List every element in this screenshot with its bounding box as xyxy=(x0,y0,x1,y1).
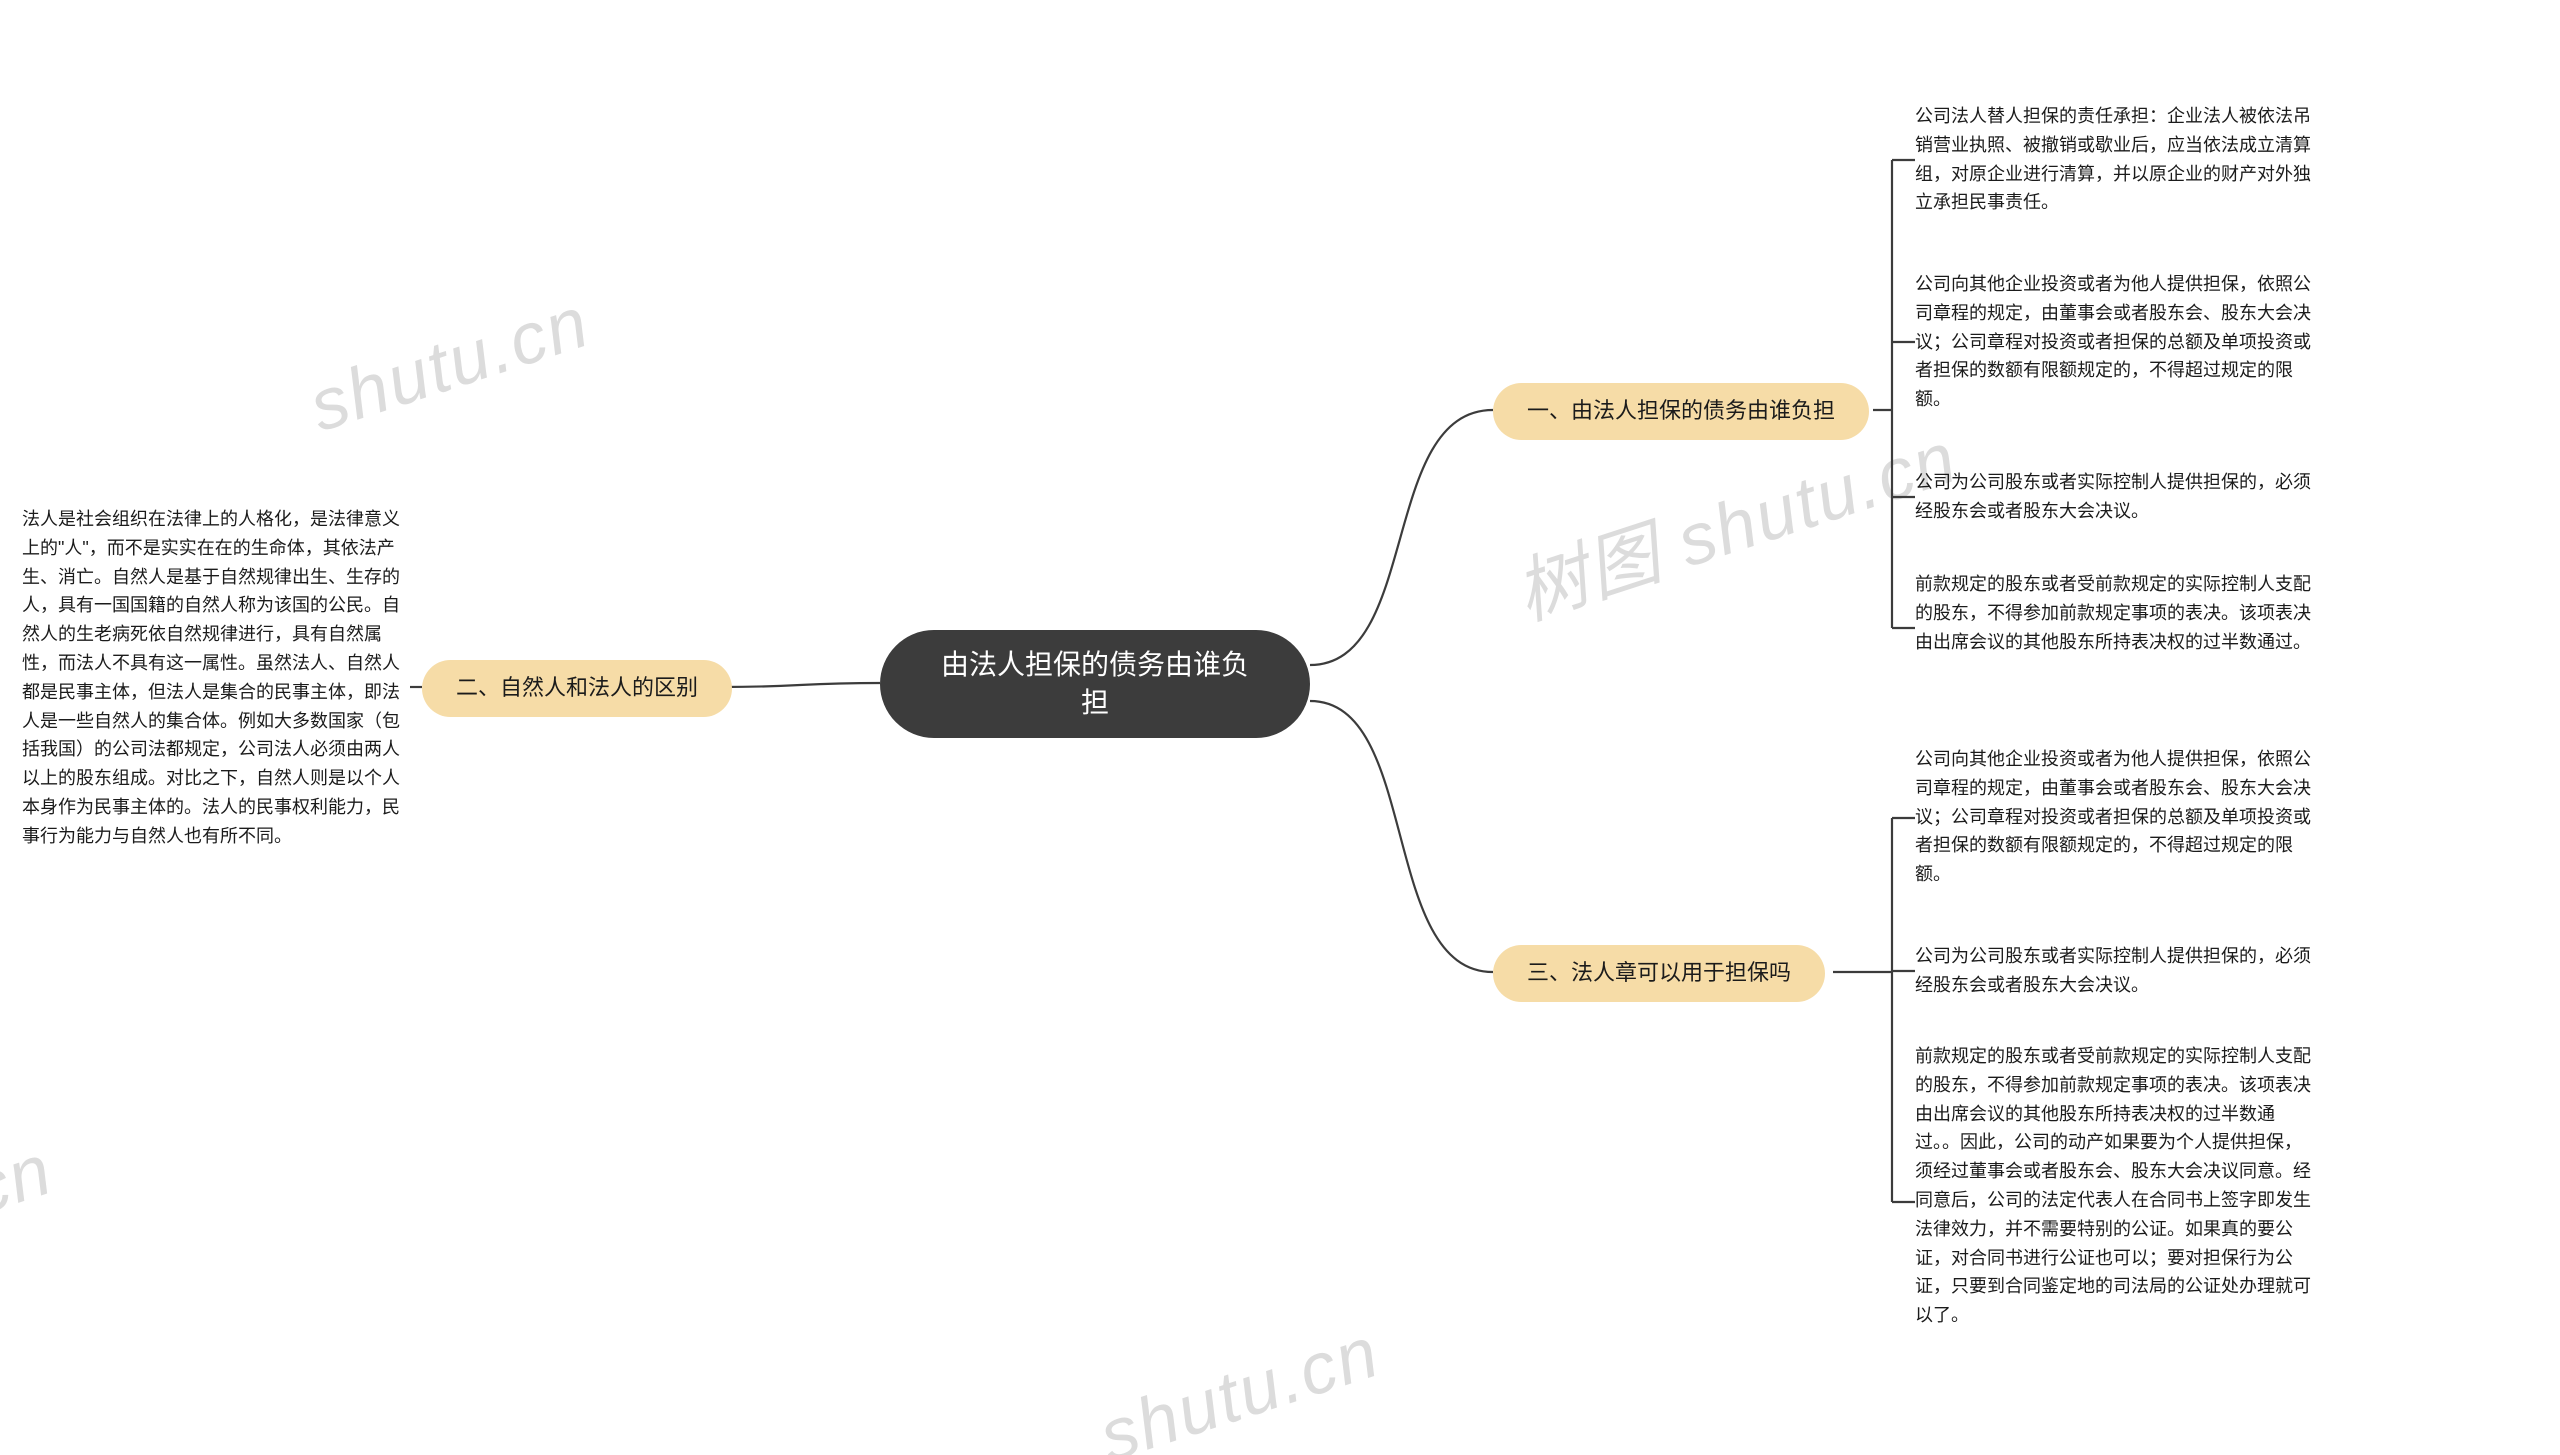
leaf-b1-3: 前款规定的股东或者受前款规定的实际控制人支配的股东，不得参加前款规定事项的表决。… xyxy=(1915,570,2317,656)
center-topic: 由法人担保的债务由谁负 担 xyxy=(880,630,1310,738)
branch-node-2: 二、自然人和法人的区别 xyxy=(422,660,732,717)
leaf-b1-1: 公司向其他企业投资或者为他人提供担保，依照公司章程的规定，由董事会或者股东会、股… xyxy=(1915,270,2317,414)
watermark: shutu.cn xyxy=(1090,1311,1389,1455)
branch-node-3: 三、法人章可以用于担保吗 xyxy=(1493,945,1825,1002)
leaf-b1-0: 公司法人替人担保的责任承担：企业法人被依法吊销营业执照、被撤销或歇业后，应当依法… xyxy=(1915,102,2317,217)
leaf-b3-0: 公司向其他企业投资或者为他人提供担保，依照公司章程的规定，由董事会或者股东会、股… xyxy=(1915,745,2317,889)
leaf-b1-2: 公司为公司股东或者实际控制人提供担保的，必须经股东会或者股东大会决议。 xyxy=(1915,468,2317,526)
leaf-b3-2: 前款规定的股东或者受前款规定的实际控制人支配的股东，不得参加前款规定事项的表决。… xyxy=(1915,1042,2317,1330)
watermark: .cn xyxy=(0,1128,62,1238)
branch-node-1: 一、由法人担保的债务由谁负担 xyxy=(1493,383,1869,440)
leaf-b3-1: 公司为公司股东或者实际控制人提供担保的，必须经股东会或者股东大会决议。 xyxy=(1915,942,2317,1000)
leaf-b2-0: 法人是社会组织在法律上的人格化，是法律意义上的"人"，而不是实实在在的生命体，其… xyxy=(22,505,410,851)
watermark: shutu.cn xyxy=(300,281,599,448)
